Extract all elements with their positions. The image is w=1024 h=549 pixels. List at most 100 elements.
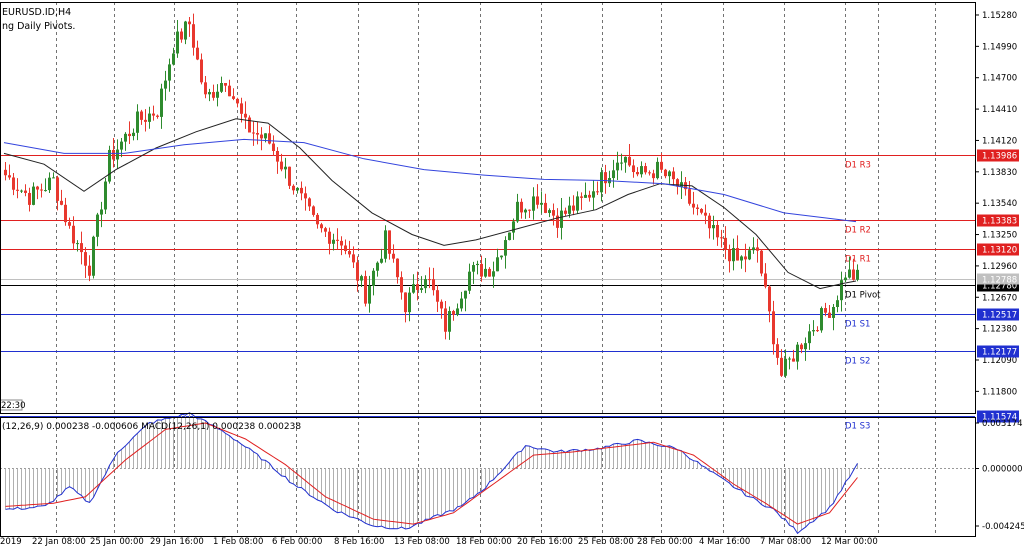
candle[interactable]: [68, 217, 71, 229]
candle[interactable]: [236, 97, 239, 108]
candle[interactable]: [636, 167, 639, 177]
candle[interactable]: [472, 261, 475, 284]
candle[interactable]: [400, 271, 403, 300]
candle[interactable]: [76, 240, 79, 252]
candle[interactable]: [844, 274, 847, 283]
candle[interactable]: [220, 76, 223, 93]
candle[interactable]: [720, 229, 723, 248]
candle[interactable]: [500, 255, 503, 260]
candle[interactable]: [540, 191, 543, 214]
candle[interactable]: [176, 20, 179, 58]
candle[interactable]: [356, 256, 359, 292]
candle[interactable]: [432, 267, 435, 296]
candle[interactable]: [692, 191, 695, 215]
candle[interactable]: [360, 274, 363, 287]
candle[interactable]: [480, 255, 483, 282]
candle[interactable]: [392, 244, 395, 263]
candle[interactable]: [488, 267, 491, 277]
candle[interactable]: [800, 343, 803, 354]
candle[interactable]: [208, 88, 211, 102]
candle[interactable]: [588, 190, 591, 202]
candle[interactable]: [56, 175, 59, 211]
candle[interactable]: [292, 184, 295, 195]
candle[interactable]: [240, 97, 243, 123]
candle[interactable]: [376, 261, 379, 277]
candle[interactable]: [92, 235, 95, 279]
candle[interactable]: [204, 76, 207, 99]
candle[interactable]: [796, 342, 799, 370]
candle[interactable]: [12, 173, 15, 196]
macd-panel[interactable]: [0, 412, 975, 535]
candle[interactable]: [648, 170, 651, 176]
candle[interactable]: [584, 182, 587, 198]
candle[interactable]: [104, 177, 107, 215]
candle[interactable]: [136, 104, 139, 141]
candle[interactable]: [652, 169, 655, 185]
candle[interactable]: [700, 208, 703, 215]
candle[interactable]: [572, 195, 575, 216]
candle[interactable]: [784, 349, 787, 378]
candle[interactable]: [316, 212, 319, 229]
candle[interactable]: [224, 83, 227, 93]
candle[interactable]: [308, 197, 311, 211]
candle[interactable]: [88, 255, 91, 282]
candle[interactable]: [560, 198, 563, 240]
candle[interactable]: [64, 197, 67, 226]
candle[interactable]: [180, 28, 183, 43]
candle[interactable]: [736, 235, 739, 261]
candle[interactable]: [96, 212, 99, 247]
candle[interactable]: [516, 193, 519, 223]
candle[interactable]: [60, 189, 63, 206]
candle[interactable]: [24, 184, 27, 197]
candle[interactable]: [16, 178, 19, 199]
candle[interactable]: [460, 291, 463, 312]
candle[interactable]: [456, 303, 459, 317]
candle[interactable]: [36, 185, 39, 200]
candle[interactable]: [568, 196, 571, 218]
candle[interactable]: [780, 349, 783, 378]
candle[interactable]: [592, 180, 595, 211]
candle[interactable]: [596, 181, 599, 196]
candle[interactable]: [520, 198, 523, 219]
candle[interactable]: [276, 147, 279, 174]
candle[interactable]: [484, 257, 487, 278]
candle[interactable]: [708, 213, 711, 239]
candle[interactable]: [380, 248, 383, 264]
candle[interactable]: [744, 243, 747, 273]
candle[interactable]: [624, 156, 627, 173]
candle[interactable]: [732, 238, 735, 271]
candle[interactable]: [216, 84, 219, 107]
candle[interactable]: [696, 204, 699, 216]
candle[interactable]: [156, 114, 159, 119]
candle[interactable]: [576, 191, 579, 214]
candle[interactable]: [132, 128, 135, 141]
candle[interactable]: [120, 138, 123, 158]
candle[interactable]: [52, 172, 55, 179]
candle[interactable]: [716, 220, 719, 246]
candle[interactable]: [260, 127, 263, 151]
candle[interactable]: [660, 152, 663, 173]
candle[interactable]: [332, 233, 335, 251]
candle[interactable]: [320, 222, 323, 233]
candle[interactable]: [824, 302, 827, 317]
candle[interactable]: [4, 162, 7, 181]
candle[interactable]: [232, 88, 235, 101]
candle[interactable]: [336, 228, 339, 250]
candle[interactable]: [756, 238, 759, 263]
candle[interactable]: [544, 193, 547, 214]
candle[interactable]: [792, 349, 795, 362]
candle[interactable]: [740, 255, 743, 269]
candle[interactable]: [172, 47, 175, 66]
candle[interactable]: [436, 285, 439, 312]
candle[interactable]: [312, 205, 315, 217]
candle[interactable]: [44, 178, 47, 192]
candle[interactable]: [280, 153, 283, 172]
candle[interactable]: [552, 203, 555, 226]
candle[interactable]: [816, 326, 819, 332]
candle[interactable]: [820, 306, 823, 333]
candle[interactable]: [416, 271, 419, 301]
candle[interactable]: [384, 225, 387, 263]
candle[interactable]: [512, 218, 515, 240]
candle[interactable]: [528, 209, 531, 219]
candle[interactable]: [768, 285, 771, 323]
